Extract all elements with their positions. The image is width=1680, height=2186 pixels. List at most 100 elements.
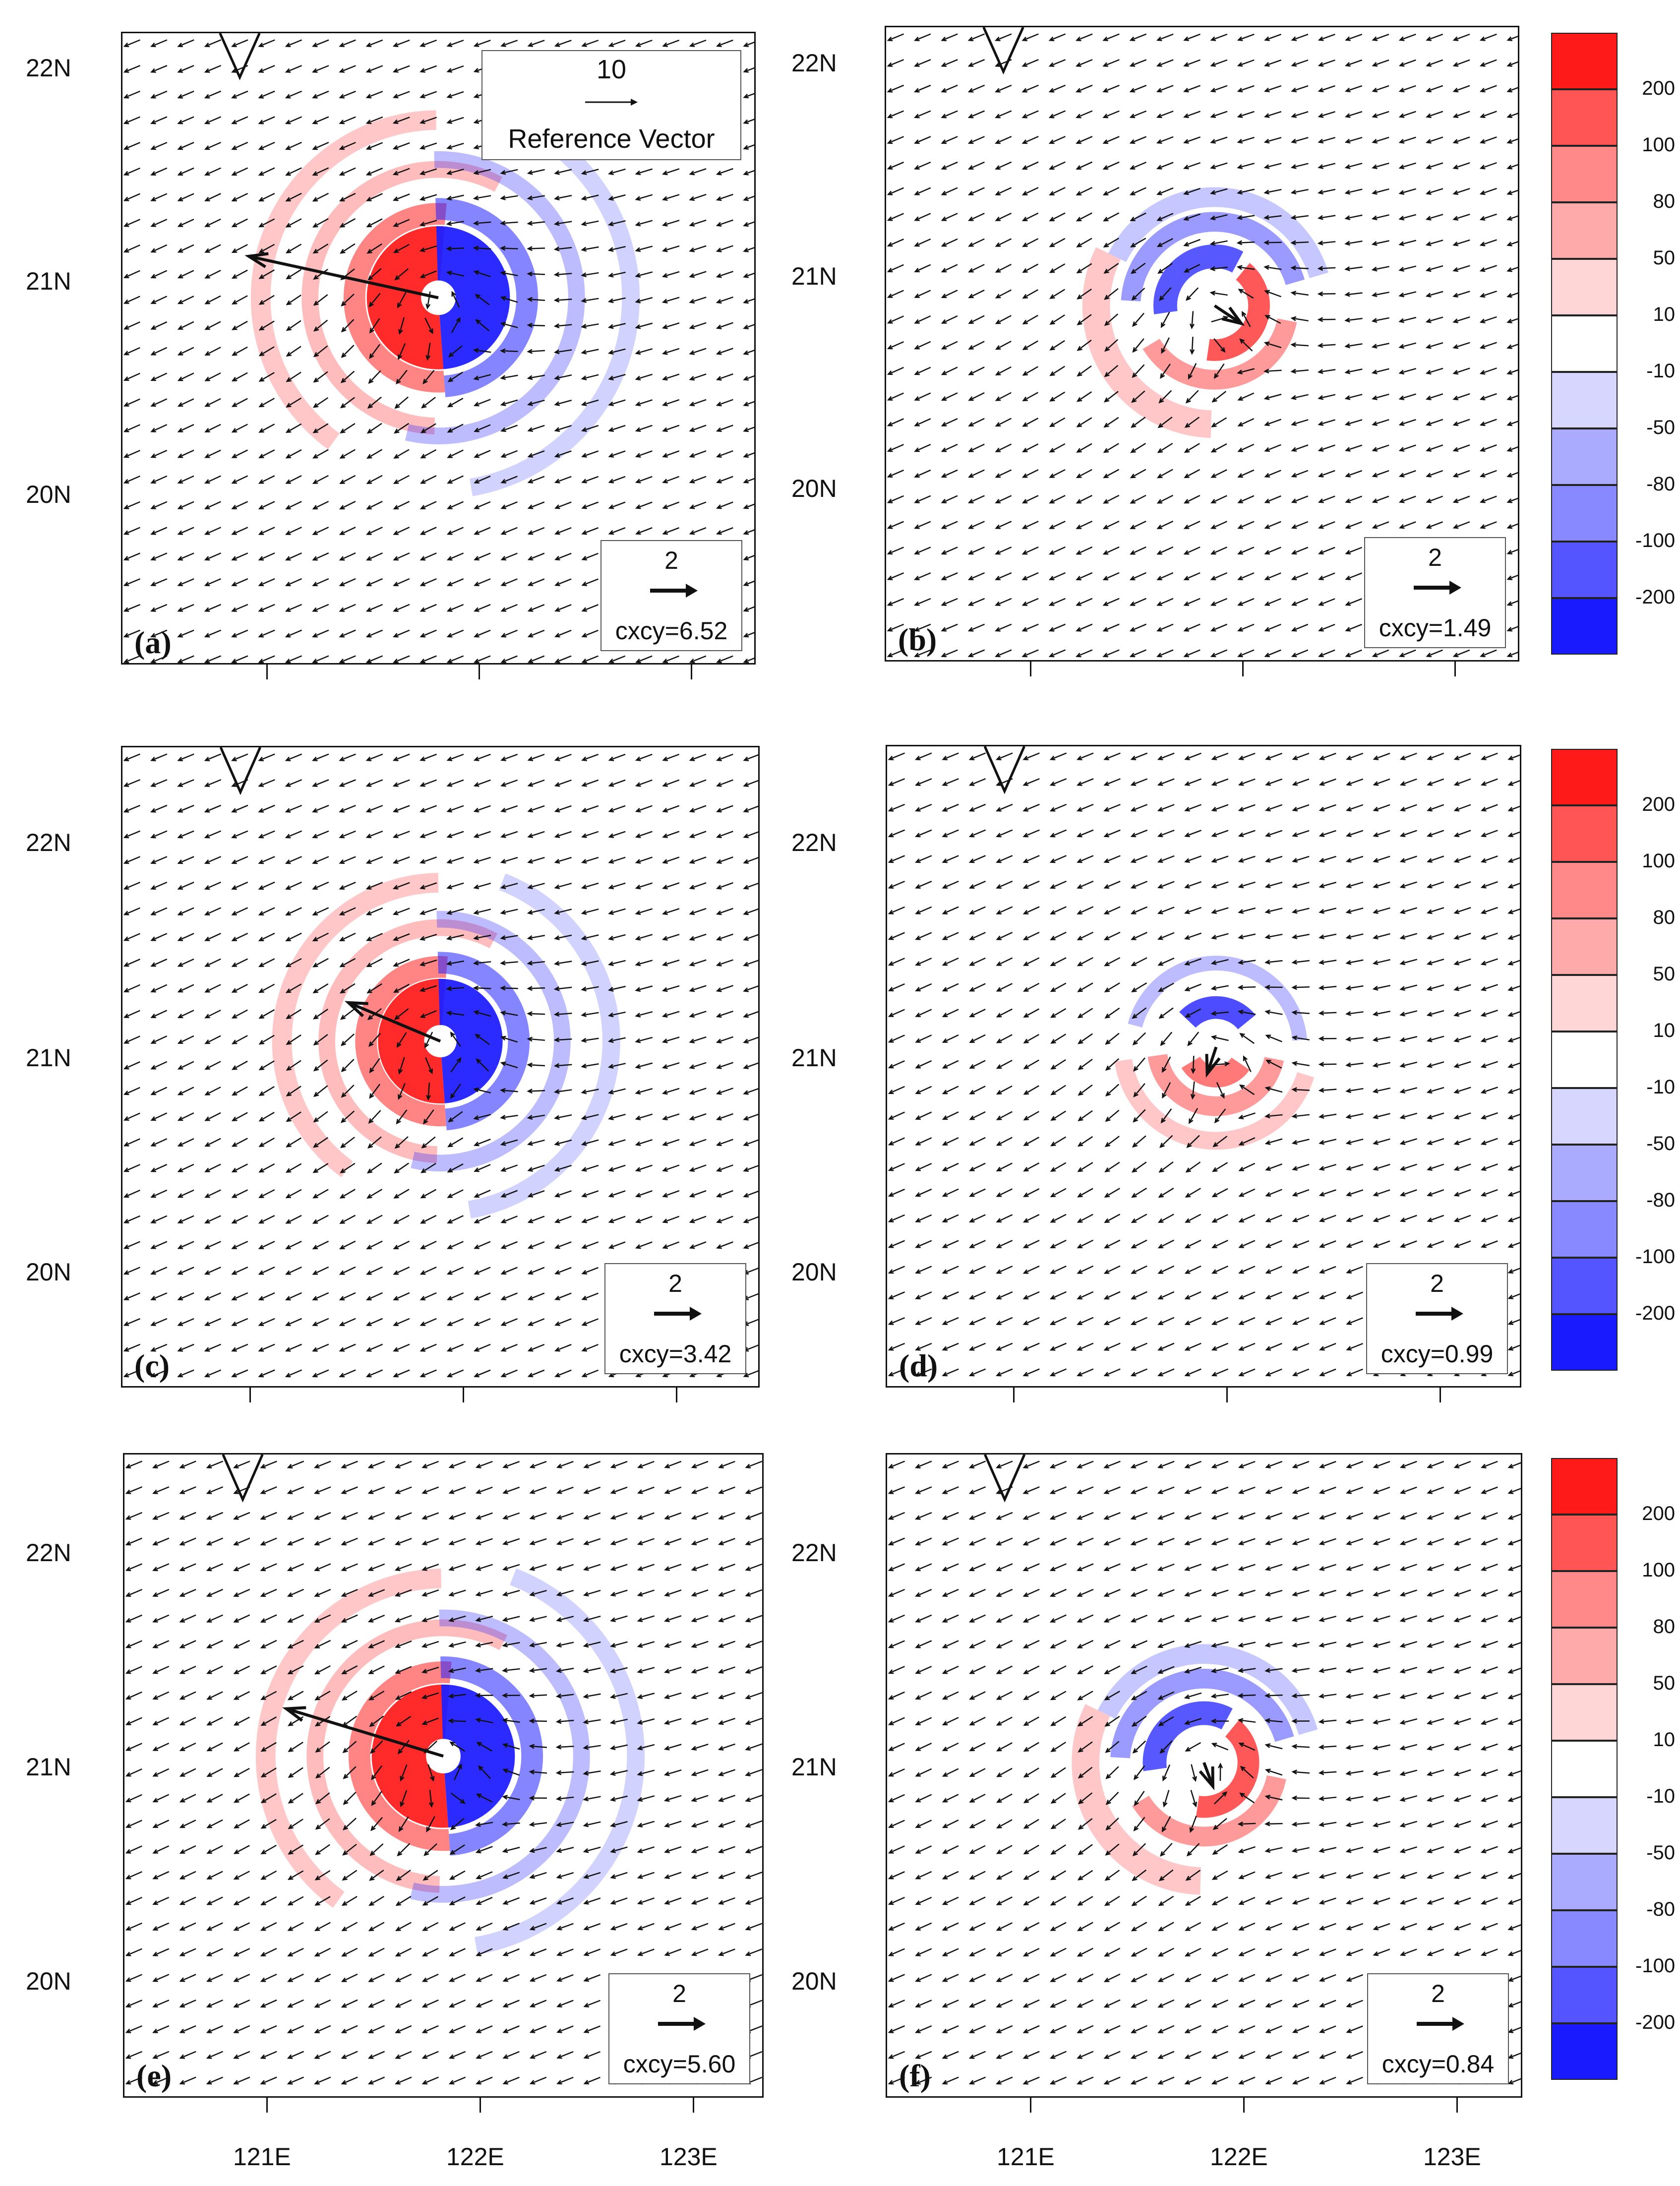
wind-vector	[259, 629, 275, 637]
wind-vector	[584, 1460, 601, 1468]
wind-vector	[1238, 215, 1255, 219]
wind-vector-head	[743, 324, 749, 330]
wind-vector	[394, 39, 410, 47]
wind-vector	[1239, 1342, 1256, 1351]
wind-vector-head	[285, 145, 291, 150]
wind-vector	[1399, 265, 1417, 271]
wind-vector-head	[420, 504, 426, 510]
wind-vector	[1162, 1056, 1171, 1072]
wind-vector-head	[177, 376, 183, 381]
wind-vector	[582, 629, 599, 637]
wind-vector	[178, 244, 194, 253]
wind-vector	[1293, 1342, 1310, 1350]
wind-vector-head	[500, 427, 506, 432]
wind-vector	[178, 116, 194, 124]
wind-vector	[528, 655, 545, 663]
wind-vector	[609, 1139, 626, 1146]
wind-vector-head	[285, 68, 291, 73]
wind-vector-head	[446, 935, 452, 941]
wind-vector	[232, 753, 248, 761]
wind-vector	[943, 1060, 959, 1069]
wind-vector	[232, 655, 248, 663]
wind-vector	[259, 243, 275, 253]
wind-vector	[717, 985, 733, 992]
wind-vector	[582, 1037, 599, 1042]
wind-vector	[970, 1034, 986, 1043]
wind-vector	[1049, 110, 1066, 118]
wind-vector	[1346, 188, 1363, 194]
wind-vector-head	[1049, 1295, 1056, 1300]
wind-vector	[1240, 339, 1253, 352]
wind-vector-head	[1346, 1269, 1352, 1274]
wind-vector-head	[500, 884, 506, 889]
wind-vector	[474, 882, 491, 889]
wind-vector-head	[608, 170, 614, 176]
wind-vector-head	[1076, 627, 1081, 632]
wind-vector-head	[394, 403, 400, 409]
wind-vector	[1157, 520, 1174, 529]
wind-vector-head	[258, 1321, 264, 1326]
wind-vector	[636, 399, 653, 406]
wind-vector	[420, 578, 437, 586]
wind-vector-head	[1021, 36, 1027, 42]
wind-vector	[1158, 442, 1173, 453]
wind-vector-head	[581, 1141, 587, 1146]
ref-box-a: 2 cxcy=6.52	[600, 540, 742, 651]
wind-vector	[1400, 495, 1416, 503]
wind-vector	[1078, 778, 1094, 786]
wind-vector-head	[204, 962, 210, 967]
wind-vector-head	[996, 858, 1002, 863]
vorticity-band	[469, 110, 640, 496]
wind-vector-head	[1507, 935, 1513, 940]
wind-vector-head	[637, 1463, 643, 1468]
wind-vector	[1508, 1242, 1520, 1248]
wind-vector	[1078, 957, 1093, 966]
wind-vector	[1240, 1085, 1255, 1095]
wind-vector-head	[581, 986, 587, 992]
wind-vector-head	[527, 1141, 533, 1146]
wind-vector-head	[607, 986, 614, 992]
wind-vector	[1104, 803, 1121, 811]
wind-vector	[1049, 135, 1066, 144]
wind-vector	[690, 271, 707, 278]
wind-vector	[261, 1512, 277, 1520]
wind-vector-head	[500, 1061, 506, 1067]
wind-vector	[287, 371, 301, 382]
wind-vector-head	[1480, 832, 1487, 838]
wind-vector-head	[527, 195, 533, 200]
wind-vector	[636, 348, 653, 354]
wind-vector	[151, 1343, 168, 1352]
wind-vector	[1077, 598, 1093, 606]
wind-vector-head	[527, 401, 533, 406]
wind-vector-head	[1480, 1089, 1487, 1094]
wind-vector	[205, 39, 222, 47]
wind-vector	[178, 604, 194, 612]
wind-vector	[582, 578, 599, 586]
wind-vector	[1320, 1342, 1336, 1350]
wind-vector-head	[1344, 317, 1350, 323]
wind-vector	[968, 649, 985, 657]
wind-vector-head	[1263, 138, 1270, 144]
wind-vector	[1266, 1291, 1282, 1299]
wind-vector	[1482, 1189, 1498, 1196]
wind-vector-head	[339, 68, 345, 73]
wind-vector-head	[888, 884, 894, 889]
wind-vector	[124, 527, 140, 535]
wind-vector	[1266, 1342, 1282, 1350]
wind-vector-head	[500, 935, 506, 940]
wind-vector	[1481, 111, 1497, 118]
wind-vector	[1293, 960, 1310, 964]
wind-vector-head	[448, 352, 454, 358]
wind-vector-head	[716, 962, 722, 967]
wind-vector	[1158, 829, 1175, 837]
wind-vector	[394, 1214, 410, 1224]
wind-vector-head	[1426, 1037, 1433, 1042]
wind-vector-head	[1210, 575, 1216, 581]
wind-vector-head	[258, 936, 264, 941]
wind-vector	[420, 908, 437, 914]
wind-vector	[205, 1138, 221, 1147]
wind-vector	[1265, 1011, 1283, 1015]
wind-vector-head	[1318, 498, 1324, 503]
wind-vector	[1454, 1240, 1471, 1248]
wind-vector	[368, 268, 382, 280]
